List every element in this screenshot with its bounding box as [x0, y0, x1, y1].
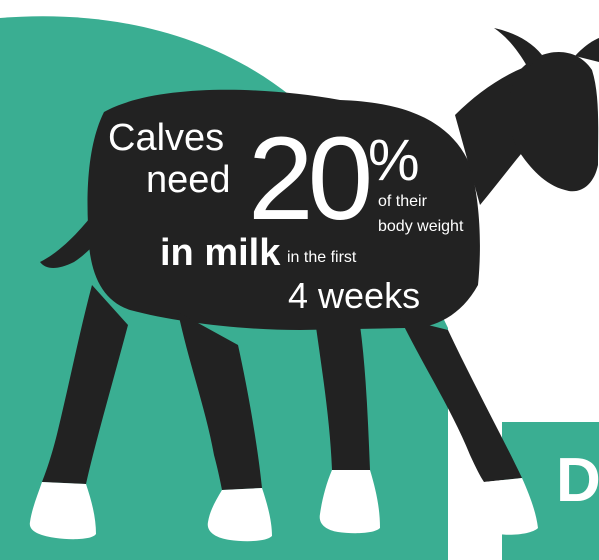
headline-need: need	[146, 159, 231, 201]
unit-line-2: body weight	[378, 218, 464, 235]
duration-text: 4 weeks	[288, 275, 421, 316]
hoof-back-right	[207, 488, 272, 542]
big-number: 20	[248, 113, 373, 245]
calf-silhouette	[40, 28, 599, 490]
hoof-back-left	[29, 482, 97, 540]
unit-line-1: of their	[378, 193, 427, 210]
in-the-first-text: in the first	[287, 249, 357, 266]
percent-sign: %	[368, 128, 420, 193]
in-milk-text: in milk	[160, 232, 281, 274]
headline-calves: Calves	[108, 117, 225, 159]
corner-letter: D	[556, 446, 599, 515]
hoof-front-left	[319, 470, 380, 534]
hoof-front-right	[475, 478, 538, 535]
hooves	[29, 470, 538, 542]
